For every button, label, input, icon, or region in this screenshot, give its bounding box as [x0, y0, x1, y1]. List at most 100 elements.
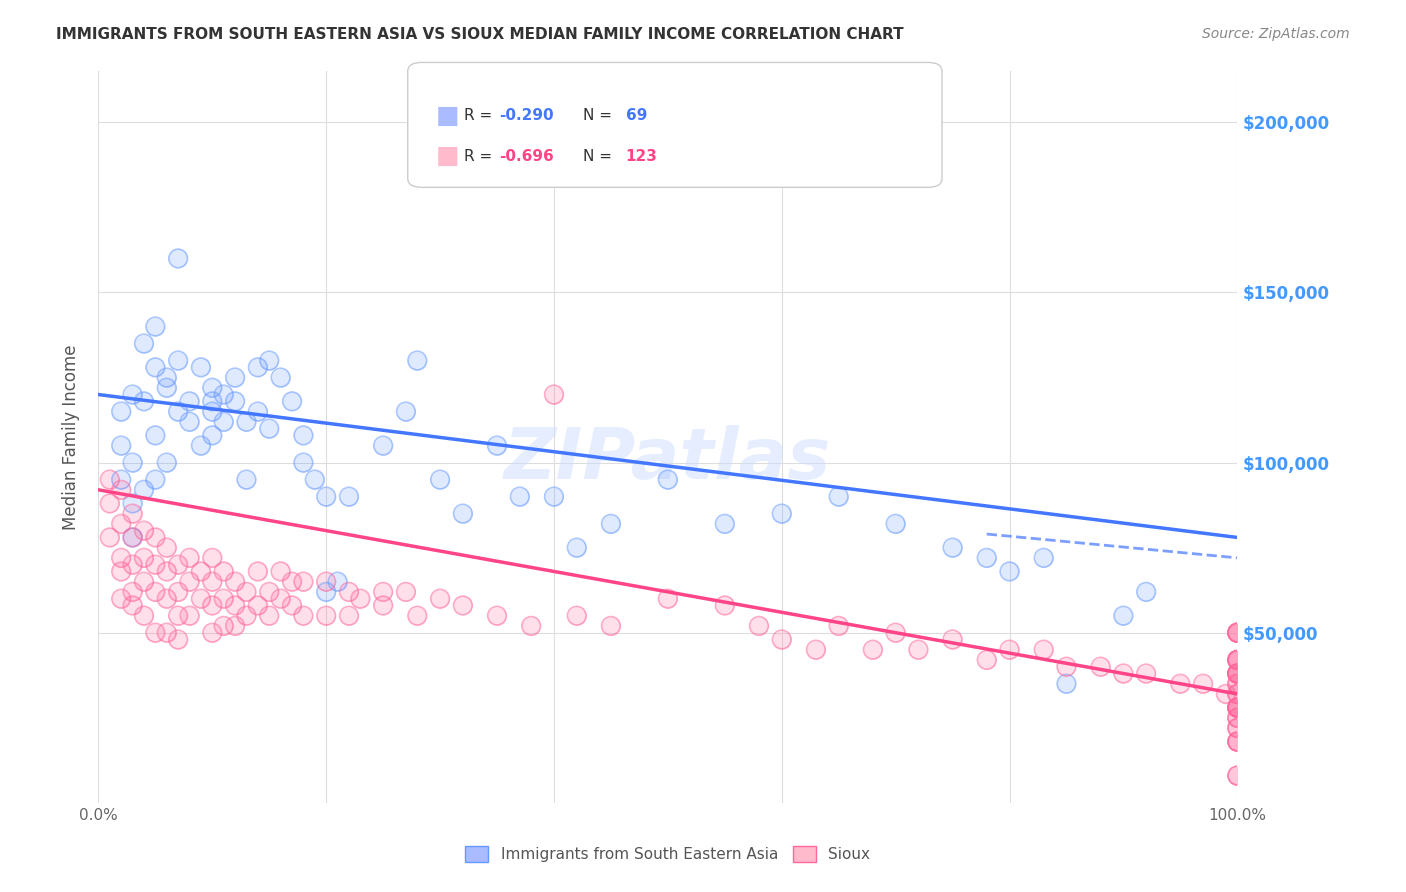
Point — [179, 394, 201, 409]
Point — [201, 404, 224, 418]
Point — [167, 632, 190, 647]
Point — [326, 574, 349, 589]
Point — [1032, 642, 1054, 657]
Point — [714, 599, 737, 613]
Point — [1226, 700, 1249, 714]
Point — [337, 608, 360, 623]
Point — [1226, 687, 1249, 701]
Point — [246, 565, 269, 579]
Point — [110, 473, 132, 487]
Point — [179, 608, 201, 623]
Point — [1226, 734, 1249, 748]
Point — [132, 336, 155, 351]
Point — [565, 608, 588, 623]
Point — [145, 558, 167, 572]
Point — [657, 473, 679, 487]
Point — [509, 490, 531, 504]
Point — [600, 619, 623, 633]
Point — [110, 550, 132, 565]
Point — [1226, 734, 1249, 748]
Point — [1192, 677, 1215, 691]
Point — [224, 394, 246, 409]
Point — [270, 370, 292, 384]
Point — [201, 625, 224, 640]
Point — [1226, 700, 1249, 714]
Point — [292, 456, 315, 470]
Point — [132, 608, 155, 623]
Point — [201, 428, 224, 442]
Text: 123: 123 — [626, 149, 658, 163]
Point — [145, 531, 167, 545]
Point — [1226, 768, 1249, 782]
Text: ZIPatlas: ZIPatlas — [505, 425, 831, 493]
Point — [270, 565, 292, 579]
Point — [121, 496, 143, 510]
Point — [1226, 677, 1249, 691]
Point — [565, 541, 588, 555]
Point — [1215, 687, 1237, 701]
Point — [998, 565, 1021, 579]
Point — [145, 585, 167, 599]
Point — [828, 619, 851, 633]
Point — [315, 585, 337, 599]
Point — [224, 619, 246, 633]
Point — [246, 565, 269, 579]
Point — [224, 574, 246, 589]
Point — [1226, 700, 1249, 714]
Point — [1226, 700, 1249, 714]
Point — [235, 473, 257, 487]
Point — [1226, 687, 1249, 701]
Point — [1170, 677, 1192, 691]
Point — [121, 531, 143, 545]
Point — [486, 608, 509, 623]
Text: N =: N = — [583, 149, 617, 163]
Point — [132, 550, 155, 565]
Point — [907, 642, 929, 657]
Point — [212, 387, 235, 401]
Point — [451, 599, 474, 613]
Point — [145, 558, 167, 572]
Point — [1226, 666, 1249, 681]
Point — [259, 585, 281, 599]
Point — [1226, 768, 1249, 782]
Point — [167, 585, 190, 599]
Point — [145, 625, 167, 640]
Point — [1226, 666, 1249, 681]
Point — [828, 619, 851, 633]
Point — [748, 619, 770, 633]
Point — [121, 387, 143, 401]
Point — [98, 531, 121, 545]
Point — [145, 428, 167, 442]
Point — [132, 574, 155, 589]
Point — [246, 404, 269, 418]
Point — [1226, 711, 1249, 725]
Point — [281, 599, 304, 613]
Point — [395, 404, 418, 418]
Point — [110, 483, 132, 497]
Point — [770, 507, 793, 521]
Point — [371, 585, 394, 599]
Point — [429, 591, 451, 606]
Point — [942, 632, 965, 647]
Point — [565, 541, 588, 555]
Point — [212, 619, 235, 633]
Point — [167, 608, 190, 623]
Point — [1226, 625, 1249, 640]
Point — [132, 524, 155, 538]
Point — [1226, 625, 1249, 640]
Point — [201, 574, 224, 589]
Point — [1032, 550, 1054, 565]
Point — [270, 370, 292, 384]
Point — [1054, 677, 1078, 691]
Point — [998, 642, 1021, 657]
Point — [190, 360, 212, 375]
Point — [259, 353, 281, 368]
Point — [292, 428, 315, 442]
Point — [259, 353, 281, 368]
Point — [1226, 734, 1249, 748]
Point — [1226, 711, 1249, 725]
Point — [371, 599, 394, 613]
Point — [406, 353, 429, 368]
Point — [406, 608, 429, 623]
Point — [281, 574, 304, 589]
